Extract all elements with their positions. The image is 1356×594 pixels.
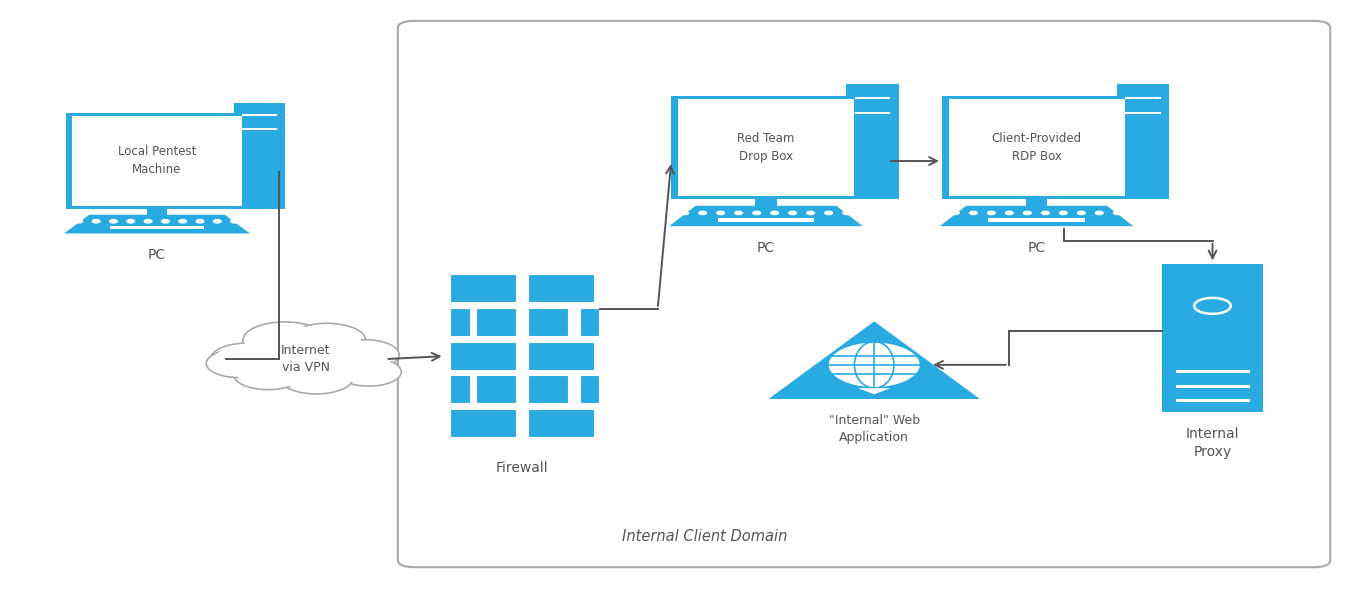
Circle shape (210, 351, 267, 376)
Circle shape (243, 322, 327, 359)
FancyBboxPatch shape (527, 375, 568, 405)
FancyBboxPatch shape (942, 96, 1131, 199)
Circle shape (75, 220, 83, 223)
Circle shape (753, 211, 761, 214)
FancyBboxPatch shape (527, 274, 595, 303)
Text: PC: PC (1028, 241, 1045, 255)
Circle shape (698, 211, 706, 214)
FancyBboxPatch shape (717, 217, 815, 222)
FancyBboxPatch shape (1162, 264, 1264, 412)
Circle shape (279, 362, 353, 394)
Circle shape (233, 359, 302, 390)
FancyBboxPatch shape (450, 342, 517, 371)
FancyBboxPatch shape (989, 217, 1085, 222)
Circle shape (1024, 211, 1031, 214)
Circle shape (336, 358, 401, 386)
FancyBboxPatch shape (146, 206, 167, 214)
Polygon shape (940, 206, 1134, 226)
Circle shape (807, 211, 815, 214)
Circle shape (213, 220, 221, 223)
Circle shape (789, 211, 796, 214)
Ellipse shape (827, 342, 921, 388)
FancyBboxPatch shape (235, 103, 285, 208)
Text: PC: PC (757, 241, 776, 255)
FancyBboxPatch shape (397, 21, 1330, 567)
Circle shape (1078, 211, 1085, 214)
Polygon shape (769, 321, 980, 399)
Circle shape (214, 345, 279, 373)
Circle shape (340, 359, 397, 384)
FancyBboxPatch shape (527, 342, 595, 371)
Circle shape (1006, 211, 1013, 214)
Circle shape (287, 323, 366, 357)
Circle shape (770, 211, 778, 214)
Circle shape (1059, 211, 1067, 214)
FancyBboxPatch shape (846, 84, 899, 199)
Circle shape (237, 361, 298, 388)
Circle shape (231, 220, 239, 223)
Circle shape (334, 342, 395, 368)
FancyBboxPatch shape (65, 113, 248, 208)
Circle shape (681, 211, 689, 214)
Circle shape (144, 220, 152, 223)
FancyBboxPatch shape (527, 308, 568, 337)
Circle shape (1113, 211, 1121, 214)
Text: "Internal" Web
Application: "Internal" Web Application (829, 414, 919, 444)
FancyBboxPatch shape (1116, 84, 1169, 199)
Circle shape (987, 211, 995, 214)
Circle shape (824, 211, 833, 214)
Circle shape (735, 211, 743, 214)
FancyBboxPatch shape (110, 226, 203, 229)
Circle shape (210, 343, 283, 375)
Circle shape (970, 211, 978, 214)
FancyBboxPatch shape (476, 375, 517, 405)
FancyBboxPatch shape (450, 274, 517, 303)
FancyBboxPatch shape (72, 116, 241, 206)
Text: Red Team
Drop Box: Red Team Drop Box (738, 132, 795, 163)
Circle shape (206, 349, 271, 378)
Circle shape (248, 324, 321, 356)
Text: Client-Provided
RDP Box: Client-Provided RDP Box (991, 132, 1082, 163)
Circle shape (161, 220, 170, 223)
FancyBboxPatch shape (450, 409, 517, 438)
FancyBboxPatch shape (949, 99, 1124, 196)
Circle shape (330, 340, 399, 370)
FancyBboxPatch shape (450, 308, 471, 337)
Circle shape (1041, 211, 1050, 214)
Circle shape (952, 211, 959, 214)
Circle shape (293, 326, 361, 355)
Text: Local Pentest
Machine: Local Pentest Machine (118, 146, 197, 176)
Circle shape (197, 220, 203, 223)
Text: PC: PC (148, 248, 165, 263)
FancyBboxPatch shape (243, 344, 369, 374)
Circle shape (717, 211, 724, 214)
Polygon shape (670, 206, 862, 226)
FancyBboxPatch shape (527, 409, 595, 438)
Circle shape (92, 220, 100, 223)
FancyBboxPatch shape (579, 308, 601, 337)
Polygon shape (858, 388, 891, 394)
FancyBboxPatch shape (671, 96, 861, 199)
Circle shape (179, 220, 187, 223)
Text: Internet
via VPN: Internet via VPN (281, 344, 331, 374)
Polygon shape (64, 214, 250, 233)
FancyBboxPatch shape (450, 375, 471, 405)
Circle shape (843, 211, 850, 214)
FancyBboxPatch shape (1026, 196, 1047, 206)
Text: Internal
Proxy: Internal Proxy (1185, 427, 1239, 460)
Circle shape (283, 364, 348, 392)
FancyBboxPatch shape (476, 308, 517, 337)
FancyBboxPatch shape (579, 375, 601, 405)
Circle shape (1096, 211, 1102, 214)
Text: Internal Client Domain: Internal Client Domain (622, 529, 788, 544)
Circle shape (110, 220, 117, 223)
FancyBboxPatch shape (678, 99, 854, 196)
Circle shape (127, 220, 134, 223)
FancyBboxPatch shape (755, 196, 777, 206)
Text: Firewall: Firewall (496, 461, 549, 475)
